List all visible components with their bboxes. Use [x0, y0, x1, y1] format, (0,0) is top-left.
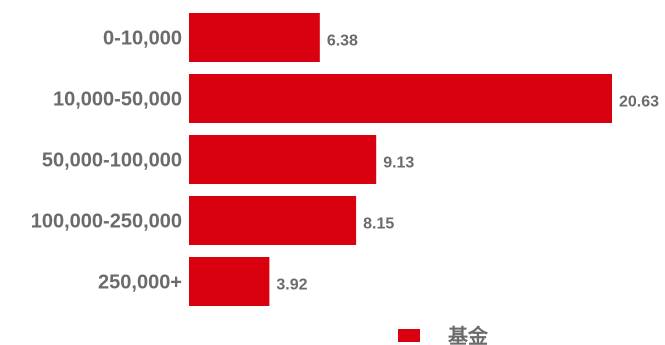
bar-4 [189, 196, 357, 245]
legend-label: 基金 [448, 324, 489, 345]
category-label: 0-10,000 [103, 28, 182, 50]
value-label: 20.63 [619, 94, 659, 111]
value-label: 6.38 [327, 33, 358, 50]
category-label: 10,000-50,000 [53, 89, 182, 111]
value-label: 3.92 [276, 277, 307, 294]
bars-group [189, 13, 612, 306]
category-label: 250,000+ [98, 272, 182, 294]
bar-1 [189, 13, 320, 62]
value-labels-group: 6.38 20.63 9.13 8.15 3.92 [276, 33, 659, 294]
bar-2 [189, 74, 612, 123]
value-label: 8.15 [363, 216, 394, 233]
bar-5 [189, 257, 270, 306]
value-label: 9.13 [383, 155, 414, 172]
category-label: 50,000-100,000 [42, 150, 182, 172]
category-label: 100,000-250,000 [31, 211, 182, 233]
category-labels-group: 0-10,000 10,000-50,000 50,000-100,000 100,0… [31, 28, 182, 294]
bar-3 [189, 135, 377, 184]
legend: 基金 [398, 324, 489, 345]
legend-swatch [398, 329, 420, 342]
